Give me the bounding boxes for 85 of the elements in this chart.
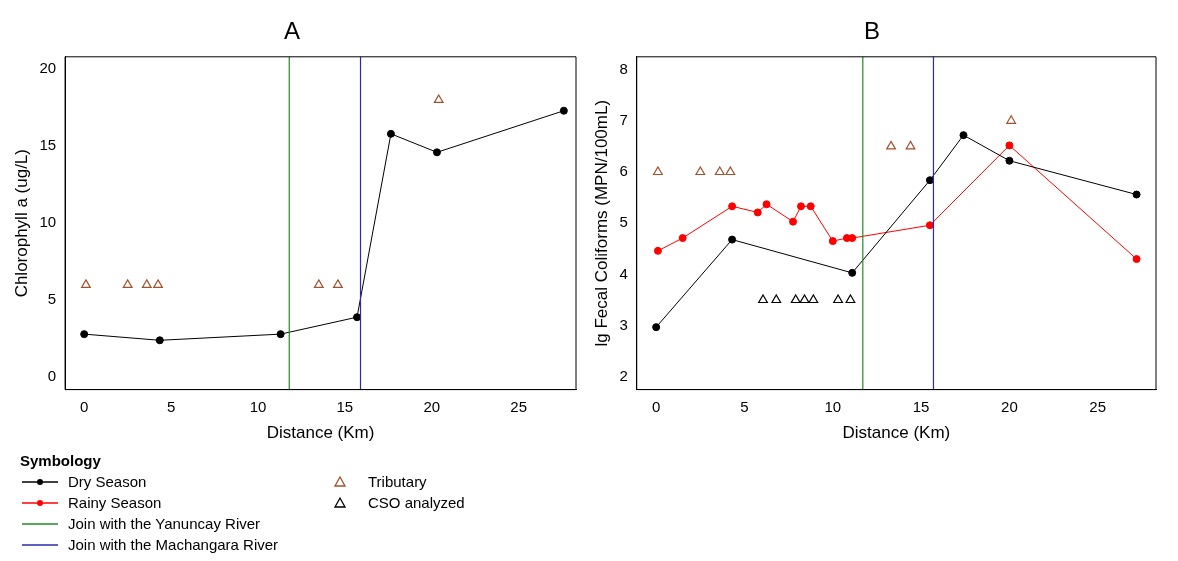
- point: [653, 166, 663, 176]
- x-tick-label: 20: [1001, 397, 1018, 415]
- legend-title: Symbology: [20, 452, 102, 469]
- point: [386, 129, 395, 138]
- x-tick-label: 10: [249, 397, 267, 415]
- y-tick-label: 5: [619, 213, 628, 231]
- point: [141, 279, 152, 288]
- point: [81, 279, 91, 288]
- point: [848, 234, 857, 243]
- point: [789, 217, 798, 226]
- point: [559, 106, 568, 115]
- legend-label: Dry Season: [68, 473, 147, 490]
- x-axis-title: Distance (Km): [266, 423, 375, 443]
- chart-title: A: [283, 17, 301, 45]
- x-tick-label: 5: [740, 397, 749, 415]
- point: [808, 294, 819, 304]
- point: [725, 166, 736, 176]
- point: [762, 200, 771, 209]
- y-tick-label: 15: [39, 136, 57, 154]
- point: [1005, 141, 1014, 150]
- point: [806, 202, 815, 211]
- chart-title: B: [863, 17, 881, 45]
- point: [925, 176, 934, 185]
- point: [678, 234, 687, 243]
- point: [332, 279, 343, 288]
- y-tick-label: 4: [619, 264, 628, 282]
- point: [959, 131, 968, 140]
- y-tick-label: 3: [619, 315, 628, 333]
- legend-label: Join with the Machangara River: [68, 536, 279, 553]
- x-tick-label: 10: [824, 397, 842, 415]
- point: [1132, 190, 1141, 199]
- point: [1005, 156, 1014, 165]
- x-tick-label: 5: [166, 397, 176, 415]
- point: [652, 323, 661, 332]
- y-tick-label: 2: [619, 366, 628, 384]
- point: [753, 208, 762, 217]
- point: [905, 140, 916, 150]
- y-tick-label: 8: [619, 59, 628, 77]
- point: [353, 313, 362, 322]
- point: [276, 330, 285, 339]
- y-axis-title: Chlorophyll a (ug/L): [11, 149, 31, 298]
- point: [886, 140, 896, 150]
- legend-label: Join with the Yanuncay River: [68, 515, 261, 532]
- y-tick-label: 5: [47, 290, 57, 308]
- x-tick-label: 25: [510, 397, 527, 415]
- x-tick-label: 15: [912, 397, 930, 415]
- point: [828, 237, 837, 246]
- x-tick-label: 25: [1089, 397, 1107, 415]
- x-tick-label: 0: [80, 397, 89, 415]
- point: [799, 294, 810, 304]
- point: [153, 279, 163, 288]
- y-tick-label: 7: [619, 110, 628, 128]
- legend-label: Rainy Season: [68, 494, 162, 511]
- point: [714, 166, 725, 176]
- y-axis-title: lg Fecal Coliforms (MPN/100mL): [591, 99, 611, 347]
- y-tick-label: 0: [47, 367, 57, 385]
- point: [80, 330, 89, 339]
- point: [155, 336, 164, 345]
- point: [728, 235, 737, 244]
- point: [833, 294, 844, 304]
- point: [122, 279, 133, 288]
- point: [1006, 115, 1017, 124]
- point: [433, 94, 444, 104]
- point: [771, 294, 782, 304]
- point: [728, 202, 737, 211]
- y-tick-label: 20: [39, 59, 57, 77]
- point: [653, 246, 662, 255]
- point: [758, 294, 768, 304]
- point: [845, 294, 856, 304]
- point: [1132, 255, 1141, 264]
- y-tick-label: 6: [619, 162, 628, 180]
- point: [925, 221, 934, 230]
- point: [790, 294, 801, 304]
- x-tick-label: 0: [652, 397, 661, 415]
- y-tick-label: 10: [39, 213, 57, 231]
- point: [313, 279, 324, 288]
- point: [848, 268, 857, 277]
- x-axis-title: Distance (Km): [842, 423, 951, 443]
- legend-label: Tributary: [368, 473, 427, 490]
- point: [432, 148, 441, 157]
- point: [695, 166, 706, 176]
- point: [797, 202, 805, 211]
- legend-label: CSO analyzed: [368, 494, 465, 511]
- x-tick-label: 20: [423, 397, 441, 415]
- x-tick-label: 15: [336, 397, 354, 415]
